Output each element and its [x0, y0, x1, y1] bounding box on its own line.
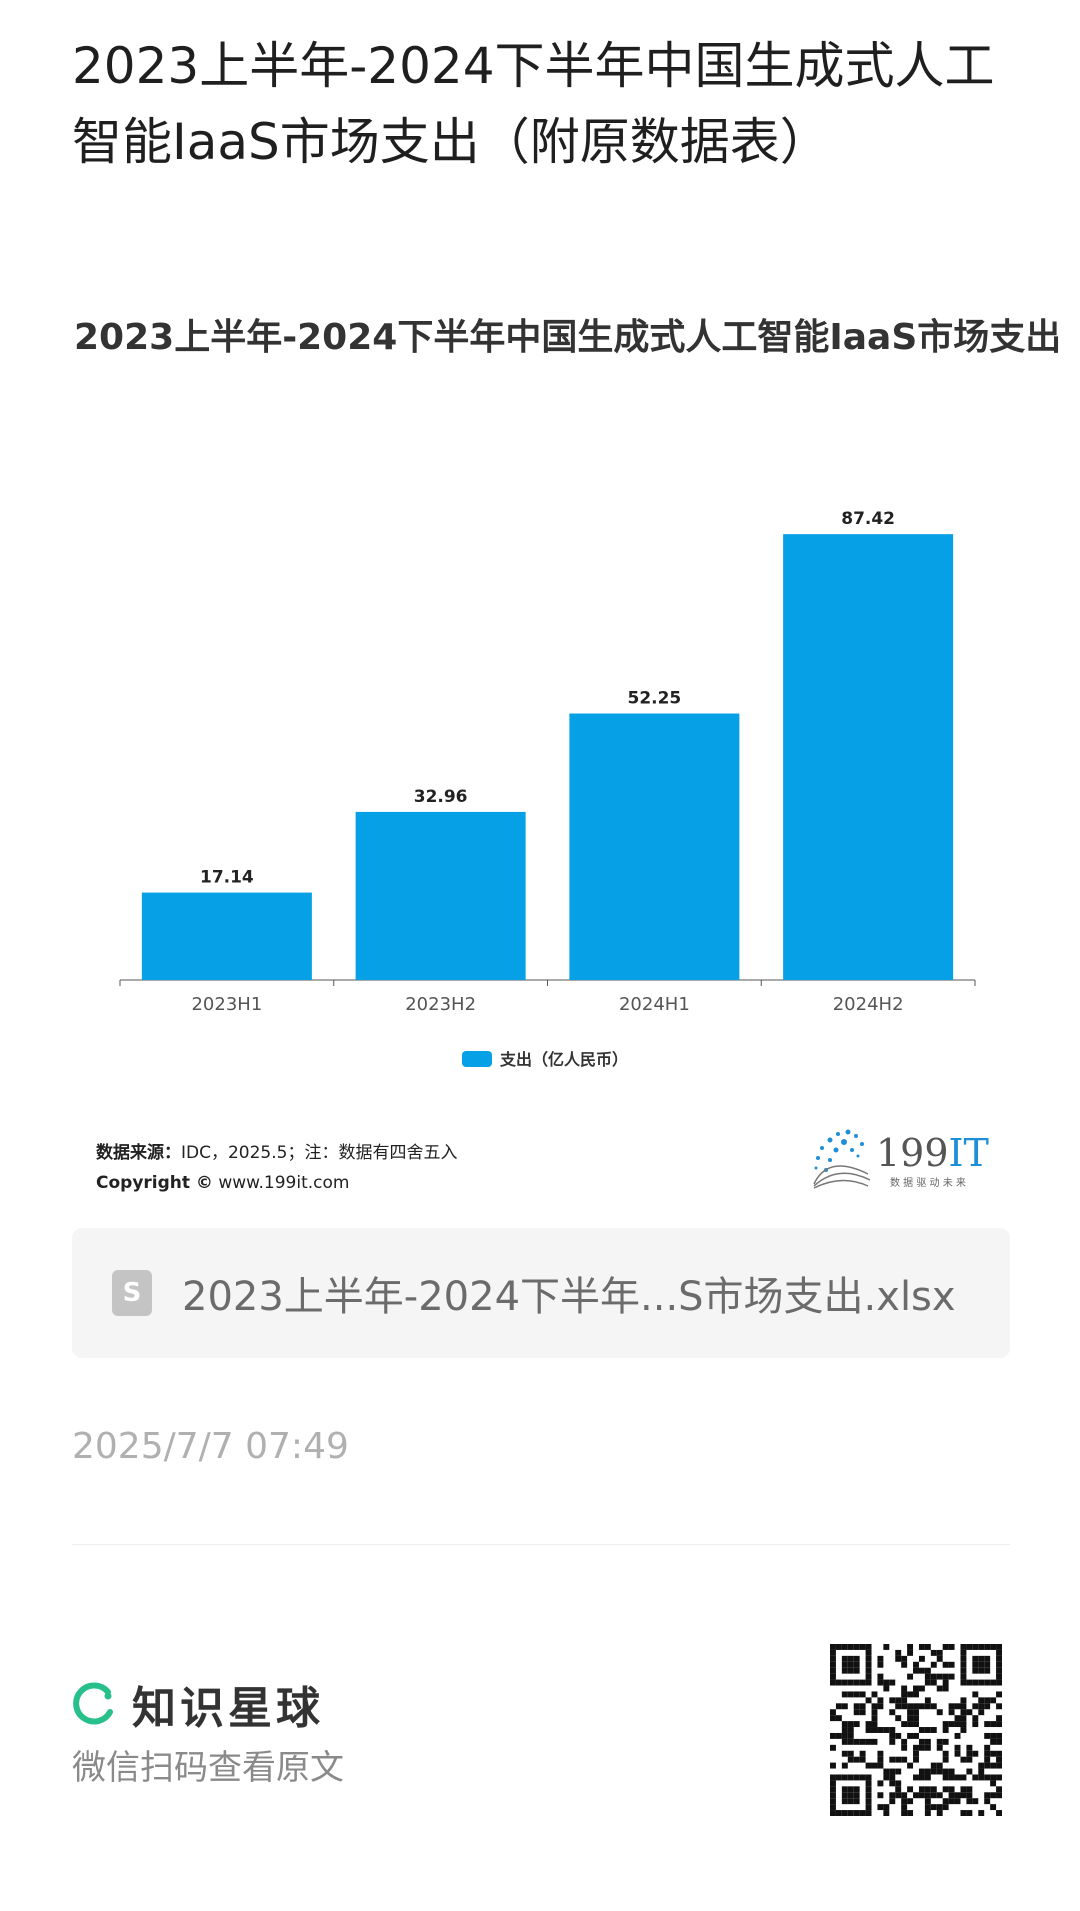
- tick-label-2024H1: 2024H1: [619, 994, 690, 1015]
- attachment-card[interactable]: S 2023上半年-2024下半年...S市场支出.xlsx: [72, 1228, 1010, 1358]
- bar-2023H1: [141, 892, 312, 980]
- tick-label-2023H1: 2023H1: [191, 994, 262, 1015]
- chart-title: 2023上半年-2024下半年中国生成式人工智能IaaS市场支出: [74, 317, 1062, 358]
- data-source: 数据来源：IDC，2025.5；注：数据有四舍五入 Copyright © ww…: [96, 1138, 457, 1198]
- brand-name: 知识星球: [132, 1683, 324, 1734]
- bar-2023H2: [355, 811, 526, 980]
- data-label-2024H2: 87.42: [841, 509, 895, 529]
- publish-timestamp: 2025/7/7 07:49: [72, 1426, 349, 1467]
- scan-hint: 微信扫码查看原文: [72, 1748, 344, 1788]
- legend-swatch: [462, 1051, 492, 1067]
- source-label: 数据来源：: [96, 1143, 181, 1163]
- qr-code-icon[interactable]: [830, 1644, 1002, 1816]
- bar-2024H2: [783, 534, 954, 980]
- attachment-filename: 2023上半年-2024下半年...S市场支出.xlsx: [182, 1274, 956, 1320]
- page-title: 2023上半年-2024下半年中国生成式人工智能IaaS市场支出（附原数据表）: [72, 37, 995, 171]
- logo-tagline: 数 据 驱 动 未 来: [890, 1176, 966, 1189]
- data-label-2024H1: 52.25: [627, 689, 681, 709]
- data-label-2023H2: 32.96: [414, 787, 468, 807]
- divider: [72, 1544, 1010, 1545]
- legend-label: 支出（亿人民币）: [499, 1050, 628, 1069]
- spreadsheet-file-icon: S: [112, 1270, 152, 1316]
- copyright-text: www.199it.com: [212, 1173, 350, 1193]
- bar-2024H1: [569, 713, 740, 980]
- source-text: IDC，2025.5；注：数据有四舍五入: [181, 1143, 458, 1163]
- bar-chart: 17.14 2023H1 32.96 2023H2 52.25 2024H1 87.42 20…: [119, 509, 976, 1069]
- 199it-logo: 199IT 数 据 驱 动 未 来: [813, 1129, 989, 1189]
- zsxq-brand: 知识星球: [72, 1672, 324, 1736]
- tick-label-2024H2: 2024H2: [833, 994, 904, 1015]
- tick-label-2023H2: 2023H2: [405, 994, 476, 1015]
- logo-text: 199IT: [876, 1131, 989, 1175]
- copyright-label: Copyright ©: [96, 1173, 213, 1193]
- zsxq-ring-icon: [73, 1682, 113, 1725]
- data-label-2023H1: 17.14: [200, 868, 254, 888]
